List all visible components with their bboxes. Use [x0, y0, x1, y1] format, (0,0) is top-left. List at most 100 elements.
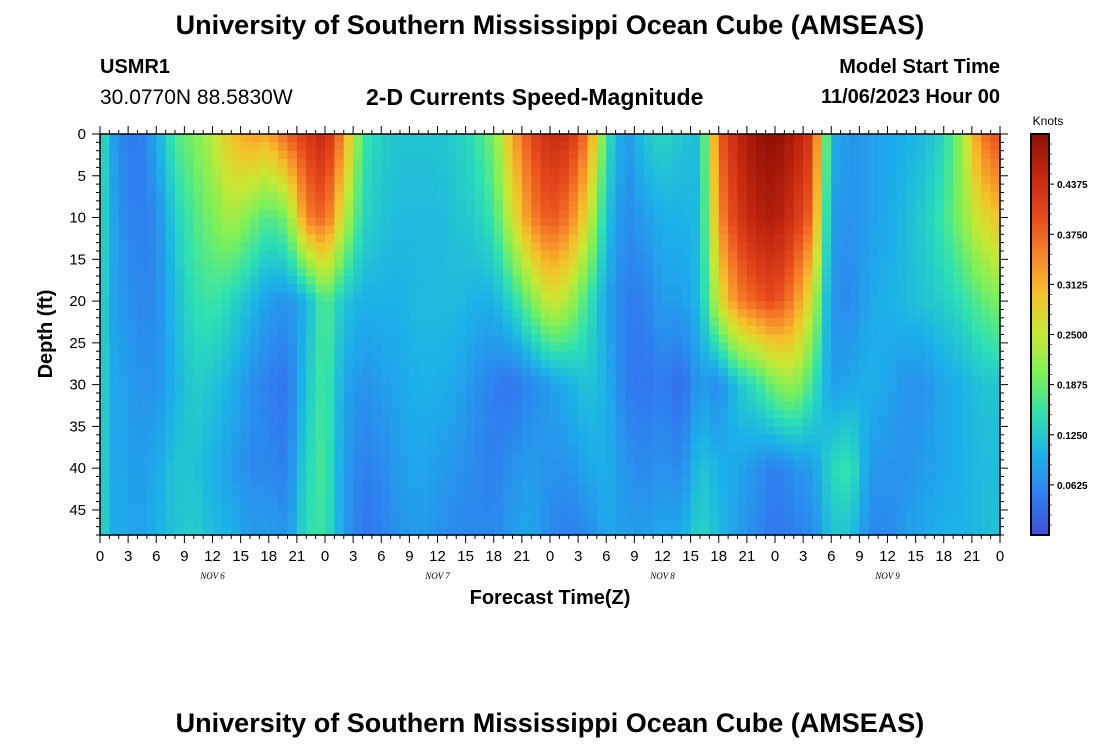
heatmap-cell — [137, 526, 148, 536]
heatmap-cell — [662, 443, 673, 453]
heatmap-cell — [400, 309, 410, 319]
heatmap-cell — [859, 501, 870, 511]
heatmap-cell — [821, 459, 832, 469]
heatmap-cell — [484, 326, 495, 336]
heatmap-cell — [493, 409, 504, 419]
heatmap-cell — [596, 217, 607, 227]
heatmap-cell — [643, 451, 654, 461]
heatmap-cell — [531, 476, 542, 486]
heatmap-cell — [990, 409, 1001, 419]
heatmap-cell — [203, 401, 214, 411]
heatmap-cell — [118, 175, 129, 185]
heatmap-cell — [568, 159, 579, 169]
heatmap-cell — [296, 392, 307, 402]
heatmap-cell — [203, 234, 214, 244]
heatmap-cell — [990, 367, 1001, 377]
heatmap-cell — [690, 401, 701, 411]
x-tick-label: 21 — [289, 548, 306, 565]
heatmap-cell — [306, 426, 317, 436]
heatmap-cell — [475, 317, 485, 327]
heatmap-cell — [221, 184, 232, 194]
heatmap-cell — [418, 284, 429, 294]
heatmap-cell — [137, 443, 148, 453]
heatmap-cell — [746, 493, 757, 503]
heatmap-cell — [156, 234, 167, 244]
heatmap-cell — [962, 326, 973, 336]
heatmap-cell — [446, 359, 457, 369]
heatmap-cell — [559, 309, 570, 319]
heatmap-cell — [353, 484, 364, 494]
heatmap-cell — [156, 451, 167, 461]
heatmap-cell — [615, 159, 626, 169]
heatmap-cell — [465, 259, 476, 269]
heatmap-cell — [737, 501, 748, 511]
heatmap-cell — [662, 509, 673, 519]
heatmap-cell — [100, 342, 110, 352]
heatmap-cell — [503, 134, 514, 143]
heatmap-cell — [287, 526, 298, 536]
heatmap-cell — [278, 401, 289, 411]
heatmap-cell — [831, 392, 842, 402]
heatmap-cell — [578, 334, 589, 344]
heatmap-cell — [146, 509, 157, 519]
heatmap-cell — [521, 301, 532, 311]
heatmap-cell — [728, 150, 739, 160]
heatmap-cell — [737, 217, 748, 227]
heatmap-cell — [240, 242, 251, 252]
heatmap-cell — [343, 501, 354, 511]
heatmap-cell — [325, 217, 335, 227]
heatmap-cell — [821, 242, 832, 252]
heatmap-cell — [803, 367, 814, 377]
heatmap-cell — [615, 234, 626, 244]
heatmap-cell — [343, 326, 354, 336]
heatmap-cell — [746, 409, 757, 419]
heatmap-cell — [165, 159, 176, 169]
heatmap-cell — [943, 225, 954, 235]
heatmap-cell — [915, 184, 926, 194]
heatmap-cell — [606, 192, 617, 202]
heatmap-cell — [381, 209, 392, 219]
heatmap-cell — [559, 443, 570, 453]
heatmap-cell — [353, 192, 364, 202]
heatmap-cell — [756, 159, 767, 169]
heatmap-cell — [981, 493, 992, 503]
heatmap-cell — [465, 326, 476, 336]
heatmap-cell — [118, 159, 129, 169]
heatmap-cell — [146, 134, 157, 143]
heatmap-cell — [296, 518, 307, 528]
heatmap-cell — [146, 468, 157, 478]
heatmap-cell — [221, 142, 232, 152]
heatmap-cell — [193, 459, 204, 469]
heatmap-cell — [503, 376, 514, 386]
heatmap-cell — [671, 459, 682, 469]
heatmap-cell — [175, 426, 185, 436]
heatmap-cell — [671, 426, 682, 436]
heatmap-cell — [681, 259, 692, 269]
heatmap-cell — [306, 317, 317, 327]
heatmap-cell — [971, 317, 982, 327]
colorbar-tick-label: 0.3750 — [1057, 230, 1088, 241]
heatmap-cell — [662, 476, 673, 486]
heatmap-cell — [587, 259, 598, 269]
heatmap-cell — [625, 175, 635, 185]
heatmap-cell — [343, 225, 354, 235]
heatmap-cell — [578, 200, 589, 210]
heatmap-cell — [709, 376, 720, 386]
heatmap-cell — [878, 518, 889, 528]
x-tick-label: 21 — [514, 548, 531, 565]
heatmap-cell — [306, 459, 317, 469]
heatmap-cell — [353, 384, 364, 394]
heatmap-cell — [568, 167, 579, 177]
heatmap-cell — [371, 159, 382, 169]
heatmap-cell — [118, 493, 129, 503]
heatmap-cell — [662, 184, 673, 194]
heatmap-cell — [784, 376, 795, 386]
heatmap-cell — [606, 434, 617, 444]
heatmap-cell — [540, 351, 551, 361]
heatmap-cell — [381, 484, 392, 494]
heatmap-cell — [793, 200, 804, 210]
heatmap-cell — [156, 259, 167, 269]
heatmap-cell — [596, 317, 607, 327]
heatmap-cell — [690, 359, 701, 369]
heatmap-cell — [175, 309, 185, 319]
